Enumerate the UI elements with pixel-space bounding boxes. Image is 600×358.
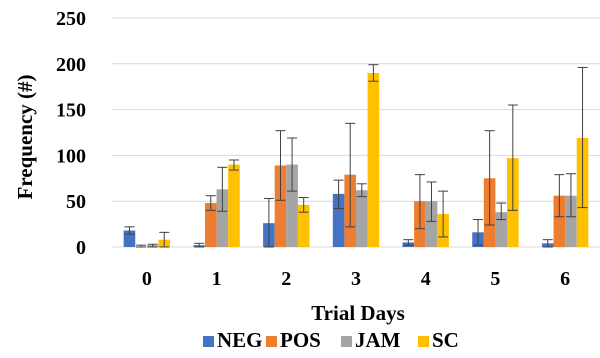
- bar-sc-day-2: [297, 204, 310, 247]
- error-bar-sc-day-5: [507, 104, 518, 211]
- error-bar-neg-day-3: [333, 179, 344, 210]
- y-tick-label: 200: [56, 54, 86, 76]
- x-tick-label: 4: [421, 268, 431, 290]
- legend: NEG POS JAM SC: [203, 328, 459, 352]
- error-bar-jam-day-3: [356, 183, 367, 198]
- error-bar-pos-day-6: [554, 174, 565, 218]
- x-tick-labels: 0 1 2 3 4 5 6: [142, 268, 570, 290]
- x-tick-label: 0: [142, 268, 152, 290]
- gridlines: [112, 17, 600, 248]
- bar-pos-day-1: [204, 203, 217, 247]
- error-bar-jam-day-5: [496, 202, 507, 221]
- error-bar-sc-day-1: [228, 159, 239, 171]
- error-bar-neg-day-4: [403, 239, 414, 246]
- legend-swatch: [203, 336, 214, 347]
- y-tick-labels: 0 50 100 150 200 250: [56, 8, 86, 259]
- error-bars-group: [124, 64, 588, 248]
- bars-group: [123, 72, 589, 248]
- bar-jam-day-3: [356, 190, 368, 247]
- bar-neg-day-3: [332, 193, 345, 247]
- error-bar-sc-day-6: [577, 66, 588, 209]
- x-tick-label: 6: [560, 268, 570, 290]
- error-bar-jam-day-2: [287, 137, 298, 192]
- error-bar-sc-day-0: [159, 231, 170, 248]
- bar-sc-day-1: [228, 164, 240, 247]
- error-bar-neg-day-1: [194, 242, 205, 248]
- y-tick-label: 100: [56, 145, 86, 167]
- error-bar-sc-day-4: [438, 190, 449, 238]
- error-bar-pos-day-2: [275, 130, 286, 201]
- error-bar-pos-day-5: [484, 130, 495, 226]
- error-bar-neg-day-5: [473, 219, 484, 246]
- y-tick-label: 0: [76, 237, 86, 259]
- legend-item-sc: SC: [418, 328, 459, 352]
- error-bar-sc-day-3: [368, 64, 379, 82]
- bar-pos-day-6: [553, 195, 566, 247]
- legend-label: JAM: [355, 328, 401, 352]
- error-bar-pos-day-0: [136, 244, 147, 248]
- legend-swatch: [266, 336, 277, 347]
- error-bar-neg-day-6: [542, 239, 553, 248]
- error-bar-jam-day-1: [217, 166, 228, 212]
- bar-jam-day-2: [286, 164, 298, 247]
- bar-jam-day-4: [425, 201, 438, 247]
- legend-item-pos: POS: [266, 328, 321, 352]
- legend-label: POS: [280, 328, 321, 352]
- bar-jam-day-5: [495, 212, 508, 247]
- error-bar-jam-day-4: [426, 181, 437, 222]
- x-tick-label: 3: [351, 268, 361, 290]
- y-tick-label: 250: [56, 8, 86, 30]
- error-bar-jam-day-6: [565, 173, 576, 218]
- error-bar-pos-day-1: [205, 195, 216, 211]
- x-tick-label: 5: [490, 268, 500, 290]
- error-bar-sc-day-2: [298, 197, 309, 213]
- legend-item-jam: JAM: [341, 328, 401, 352]
- error-bar-neg-day-2: [263, 197, 274, 248]
- x-tick-label: 1: [212, 268, 222, 290]
- y-tick-label: 150: [56, 100, 86, 122]
- error-bar-pos-day-3: [345, 122, 356, 228]
- bar-jam-day-6: [565, 195, 577, 247]
- error-bar-jam-day-0: [147, 243, 158, 248]
- bar-pos-day-2: [274, 165, 287, 247]
- bar-jam-day-1: [216, 189, 229, 247]
- legend-label: NEG: [217, 328, 263, 352]
- bar-sc-day-3: [367, 72, 380, 248]
- error-bar-pos-day-4: [414, 174, 425, 230]
- legend-swatch: [341, 336, 352, 347]
- legend-label: SC: [432, 328, 459, 352]
- bar-neg-day-0: [123, 230, 136, 247]
- y-tick-label: 50: [66, 191, 86, 213]
- x-tick-label: 2: [281, 268, 291, 290]
- x-axis-title: Trial Days: [311, 301, 405, 325]
- legend-item-neg: NEG: [203, 328, 263, 352]
- y-axis-title: Frequency (#): [13, 74, 37, 199]
- legend-swatch: [418, 336, 429, 347]
- error-bar-neg-day-0: [124, 226, 135, 235]
